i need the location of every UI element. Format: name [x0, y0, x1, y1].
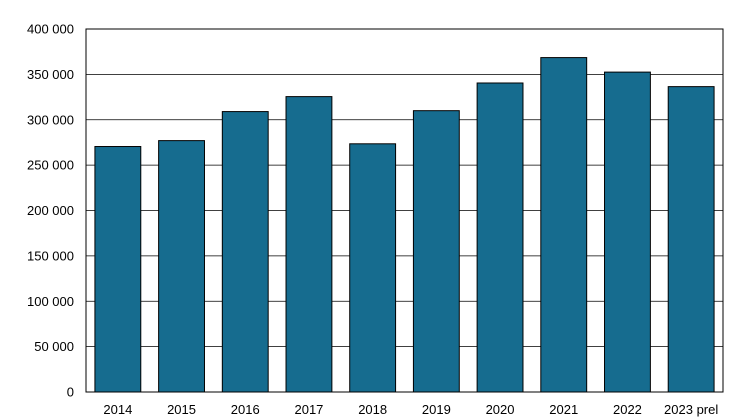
y-tick-label: 100 000 [27, 294, 74, 309]
bar [412, 110, 460, 393]
bar [667, 86, 715, 393]
x-tick-label: 2019 [422, 402, 451, 417]
bar [285, 96, 333, 393]
x-tick-label: 2017 [294, 402, 323, 417]
y-tick-label: 350 000 [27, 67, 74, 82]
x-tick-label: 2021 [549, 402, 578, 417]
x-tick-label: 2014 [103, 402, 132, 417]
y-tick-label: 150 000 [27, 248, 74, 263]
bars [94, 57, 715, 393]
y-tick-label: 250 000 [27, 158, 74, 173]
y-tick-label: 300 000 [27, 112, 74, 127]
y-tick-label: 400 000 [27, 22, 74, 37]
y-axis: 0 50 000 100 000 150 000 200 000 250 000 300 0… [27, 22, 74, 400]
bar [221, 111, 269, 393]
y-tick-label: 50 000 [34, 339, 74, 354]
bar [94, 146, 142, 393]
bar [476, 82, 524, 393]
plot-area-border [85, 28, 724, 393]
x-tick-label: 2016 [231, 402, 260, 417]
bar [604, 71, 651, 393]
bar [349, 143, 397, 393]
bar [540, 57, 588, 393]
y-tick-label: 200 000 [27, 203, 74, 218]
x-tick-label: 2023 prel [664, 402, 718, 417]
x-tick-label: 2015 [167, 402, 196, 417]
y-tick-label: 0 [67, 385, 74, 400]
bar [158, 140, 205, 393]
x-tick-label: 2022 [613, 402, 642, 417]
x-tick-label: 2018 [358, 402, 387, 417]
x-tick-label: 2020 [486, 402, 515, 417]
x-axis: 2014 2015 2016 2017 2018 2019 2020 2021 2022 2023… [103, 402, 718, 417]
